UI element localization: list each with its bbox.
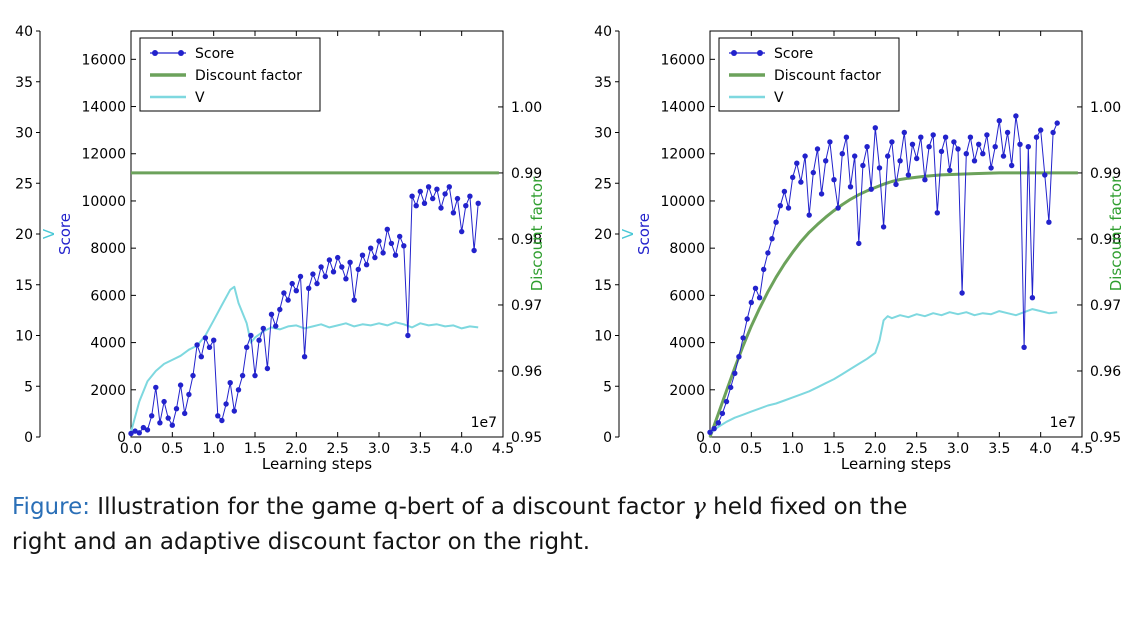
svg-text:2000: 2000 bbox=[669, 383, 705, 399]
svg-text:0: 0 bbox=[24, 430, 33, 446]
svg-text:1e7: 1e7 bbox=[1050, 415, 1076, 431]
svg-text:8000: 8000 bbox=[90, 241, 126, 257]
svg-text:Score: Score bbox=[195, 46, 234, 62]
svg-text:16000: 16000 bbox=[660, 52, 705, 68]
svg-text:4.0: 4.0 bbox=[451, 441, 473, 457]
svg-text:4.5: 4.5 bbox=[492, 441, 514, 457]
svg-text:Learning steps: Learning steps bbox=[841, 455, 951, 473]
svg-text:14000: 14000 bbox=[81, 100, 126, 116]
svg-text:Score: Score bbox=[56, 213, 74, 255]
caption-text-before-gamma: Illustration for the game q-bert of a di… bbox=[89, 494, 693, 520]
svg-text:V: V bbox=[195, 90, 205, 106]
caption-line2: right and an adaptive discount factor on… bbox=[12, 529, 591, 555]
svg-text:1.00: 1.00 bbox=[1090, 100, 1121, 116]
svg-text:1.0: 1.0 bbox=[782, 441, 804, 457]
svg-text:0.96: 0.96 bbox=[511, 364, 542, 380]
svg-text:2.0: 2.0 bbox=[285, 441, 307, 457]
svg-text:4.0: 4.0 bbox=[1030, 441, 1052, 457]
svg-text:0.99: 0.99 bbox=[1090, 166, 1121, 182]
svg-text:10: 10 bbox=[594, 329, 612, 345]
svg-text:30: 30 bbox=[15, 126, 33, 142]
svg-text:0.0: 0.0 bbox=[120, 441, 142, 457]
svg-text:10000: 10000 bbox=[660, 194, 705, 210]
svg-text:3.5: 3.5 bbox=[409, 441, 431, 457]
svg-text:2000: 2000 bbox=[90, 383, 126, 399]
svg-text:20: 20 bbox=[594, 227, 612, 243]
svg-text:4000: 4000 bbox=[90, 336, 126, 352]
svg-text:0.99: 0.99 bbox=[511, 166, 542, 182]
svg-text:0.97: 0.97 bbox=[511, 298, 542, 314]
svg-text:16000: 16000 bbox=[81, 52, 126, 68]
svg-text:30: 30 bbox=[594, 126, 612, 142]
svg-text:1.5: 1.5 bbox=[823, 441, 845, 457]
svg-text:25: 25 bbox=[594, 176, 612, 192]
svg-text:Score: Score bbox=[774, 46, 813, 62]
left-chart: 0.0 0.5 1.0 1.5 2.0 2.5 3.0 3.5 4.0 4.5 0 2000 4000 6… bbox=[15, 24, 546, 473]
svg-text:6000: 6000 bbox=[669, 288, 705, 304]
svg-text:20: 20 bbox=[15, 227, 33, 243]
svg-text:0.97: 0.97 bbox=[1090, 298, 1121, 314]
svg-text:3.0: 3.0 bbox=[947, 441, 969, 457]
svg-text:Learning steps: Learning steps bbox=[262, 455, 372, 473]
svg-text:0.5: 0.5 bbox=[161, 441, 183, 457]
svg-text:4.5: 4.5 bbox=[1071, 441, 1093, 457]
svg-text:10000: 10000 bbox=[81, 194, 126, 210]
svg-text:40: 40 bbox=[15, 24, 33, 40]
svg-text:15: 15 bbox=[15, 278, 33, 294]
svg-text:0.5: 0.5 bbox=[740, 441, 762, 457]
svg-text:10: 10 bbox=[15, 329, 33, 345]
svg-text:0.96: 0.96 bbox=[1090, 364, 1121, 380]
svg-text:2.0: 2.0 bbox=[864, 441, 886, 457]
svg-text:0: 0 bbox=[603, 430, 612, 446]
figure-caption: Figure: Illustration for the game q-bert… bbox=[12, 490, 1127, 560]
svg-text:0: 0 bbox=[696, 430, 705, 446]
caption-figure-label: Figure: bbox=[12, 494, 90, 520]
svg-text:1.0: 1.0 bbox=[203, 441, 225, 457]
svg-text:12000: 12000 bbox=[81, 147, 126, 163]
svg-text:Discount factor: Discount factor bbox=[528, 176, 546, 291]
svg-text:Discount factor: Discount factor bbox=[195, 68, 302, 84]
svg-text:35: 35 bbox=[15, 75, 33, 91]
svg-text:5: 5 bbox=[603, 379, 612, 395]
svg-text:0: 0 bbox=[117, 430, 126, 446]
svg-text:0.98: 0.98 bbox=[511, 232, 542, 248]
svg-text:V: V bbox=[774, 90, 784, 106]
svg-text:12000: 12000 bbox=[660, 147, 705, 163]
svg-text:0.0: 0.0 bbox=[699, 441, 721, 457]
svg-text:14000: 14000 bbox=[660, 100, 705, 116]
svg-text:3.0: 3.0 bbox=[368, 441, 390, 457]
svg-text:8000: 8000 bbox=[669, 241, 705, 257]
svg-text:1.00: 1.00 bbox=[511, 100, 542, 116]
svg-text:15: 15 bbox=[594, 278, 612, 294]
svg-text:Score: Score bbox=[635, 213, 653, 255]
svg-text:35: 35 bbox=[594, 75, 612, 91]
svg-text:3.5: 3.5 bbox=[988, 441, 1010, 457]
gamma-symbol: γ bbox=[692, 494, 706, 520]
svg-text:2.5: 2.5 bbox=[327, 441, 349, 457]
right-chart: 0.0 0.5 1.0 1.5 2.0 2.5 3.0 3.5 4.0 4.5 0 2000 4000 6… bbox=[594, 24, 1125, 473]
caption-text-after-gamma: held fixed on the bbox=[705, 494, 908, 520]
svg-text:5: 5 bbox=[24, 379, 33, 395]
svg-text:0.98: 0.98 bbox=[1090, 232, 1121, 248]
svg-text:2.5: 2.5 bbox=[906, 441, 928, 457]
svg-text:25: 25 bbox=[15, 176, 33, 192]
svg-text:V: V bbox=[619, 228, 637, 239]
svg-text:0.95: 0.95 bbox=[511, 430, 542, 446]
svg-text:6000: 6000 bbox=[90, 288, 126, 304]
svg-text:0.95: 0.95 bbox=[1090, 430, 1121, 446]
svg-text:Discount factor: Discount factor bbox=[1107, 176, 1125, 291]
svg-text:4000: 4000 bbox=[669, 336, 705, 352]
svg-text:1.5: 1.5 bbox=[244, 441, 266, 457]
svg-text:Discount factor: Discount factor bbox=[774, 68, 881, 84]
svg-text:40: 40 bbox=[594, 24, 612, 40]
svg-text:1e7: 1e7 bbox=[471, 415, 497, 431]
svg-text:V: V bbox=[40, 228, 58, 239]
